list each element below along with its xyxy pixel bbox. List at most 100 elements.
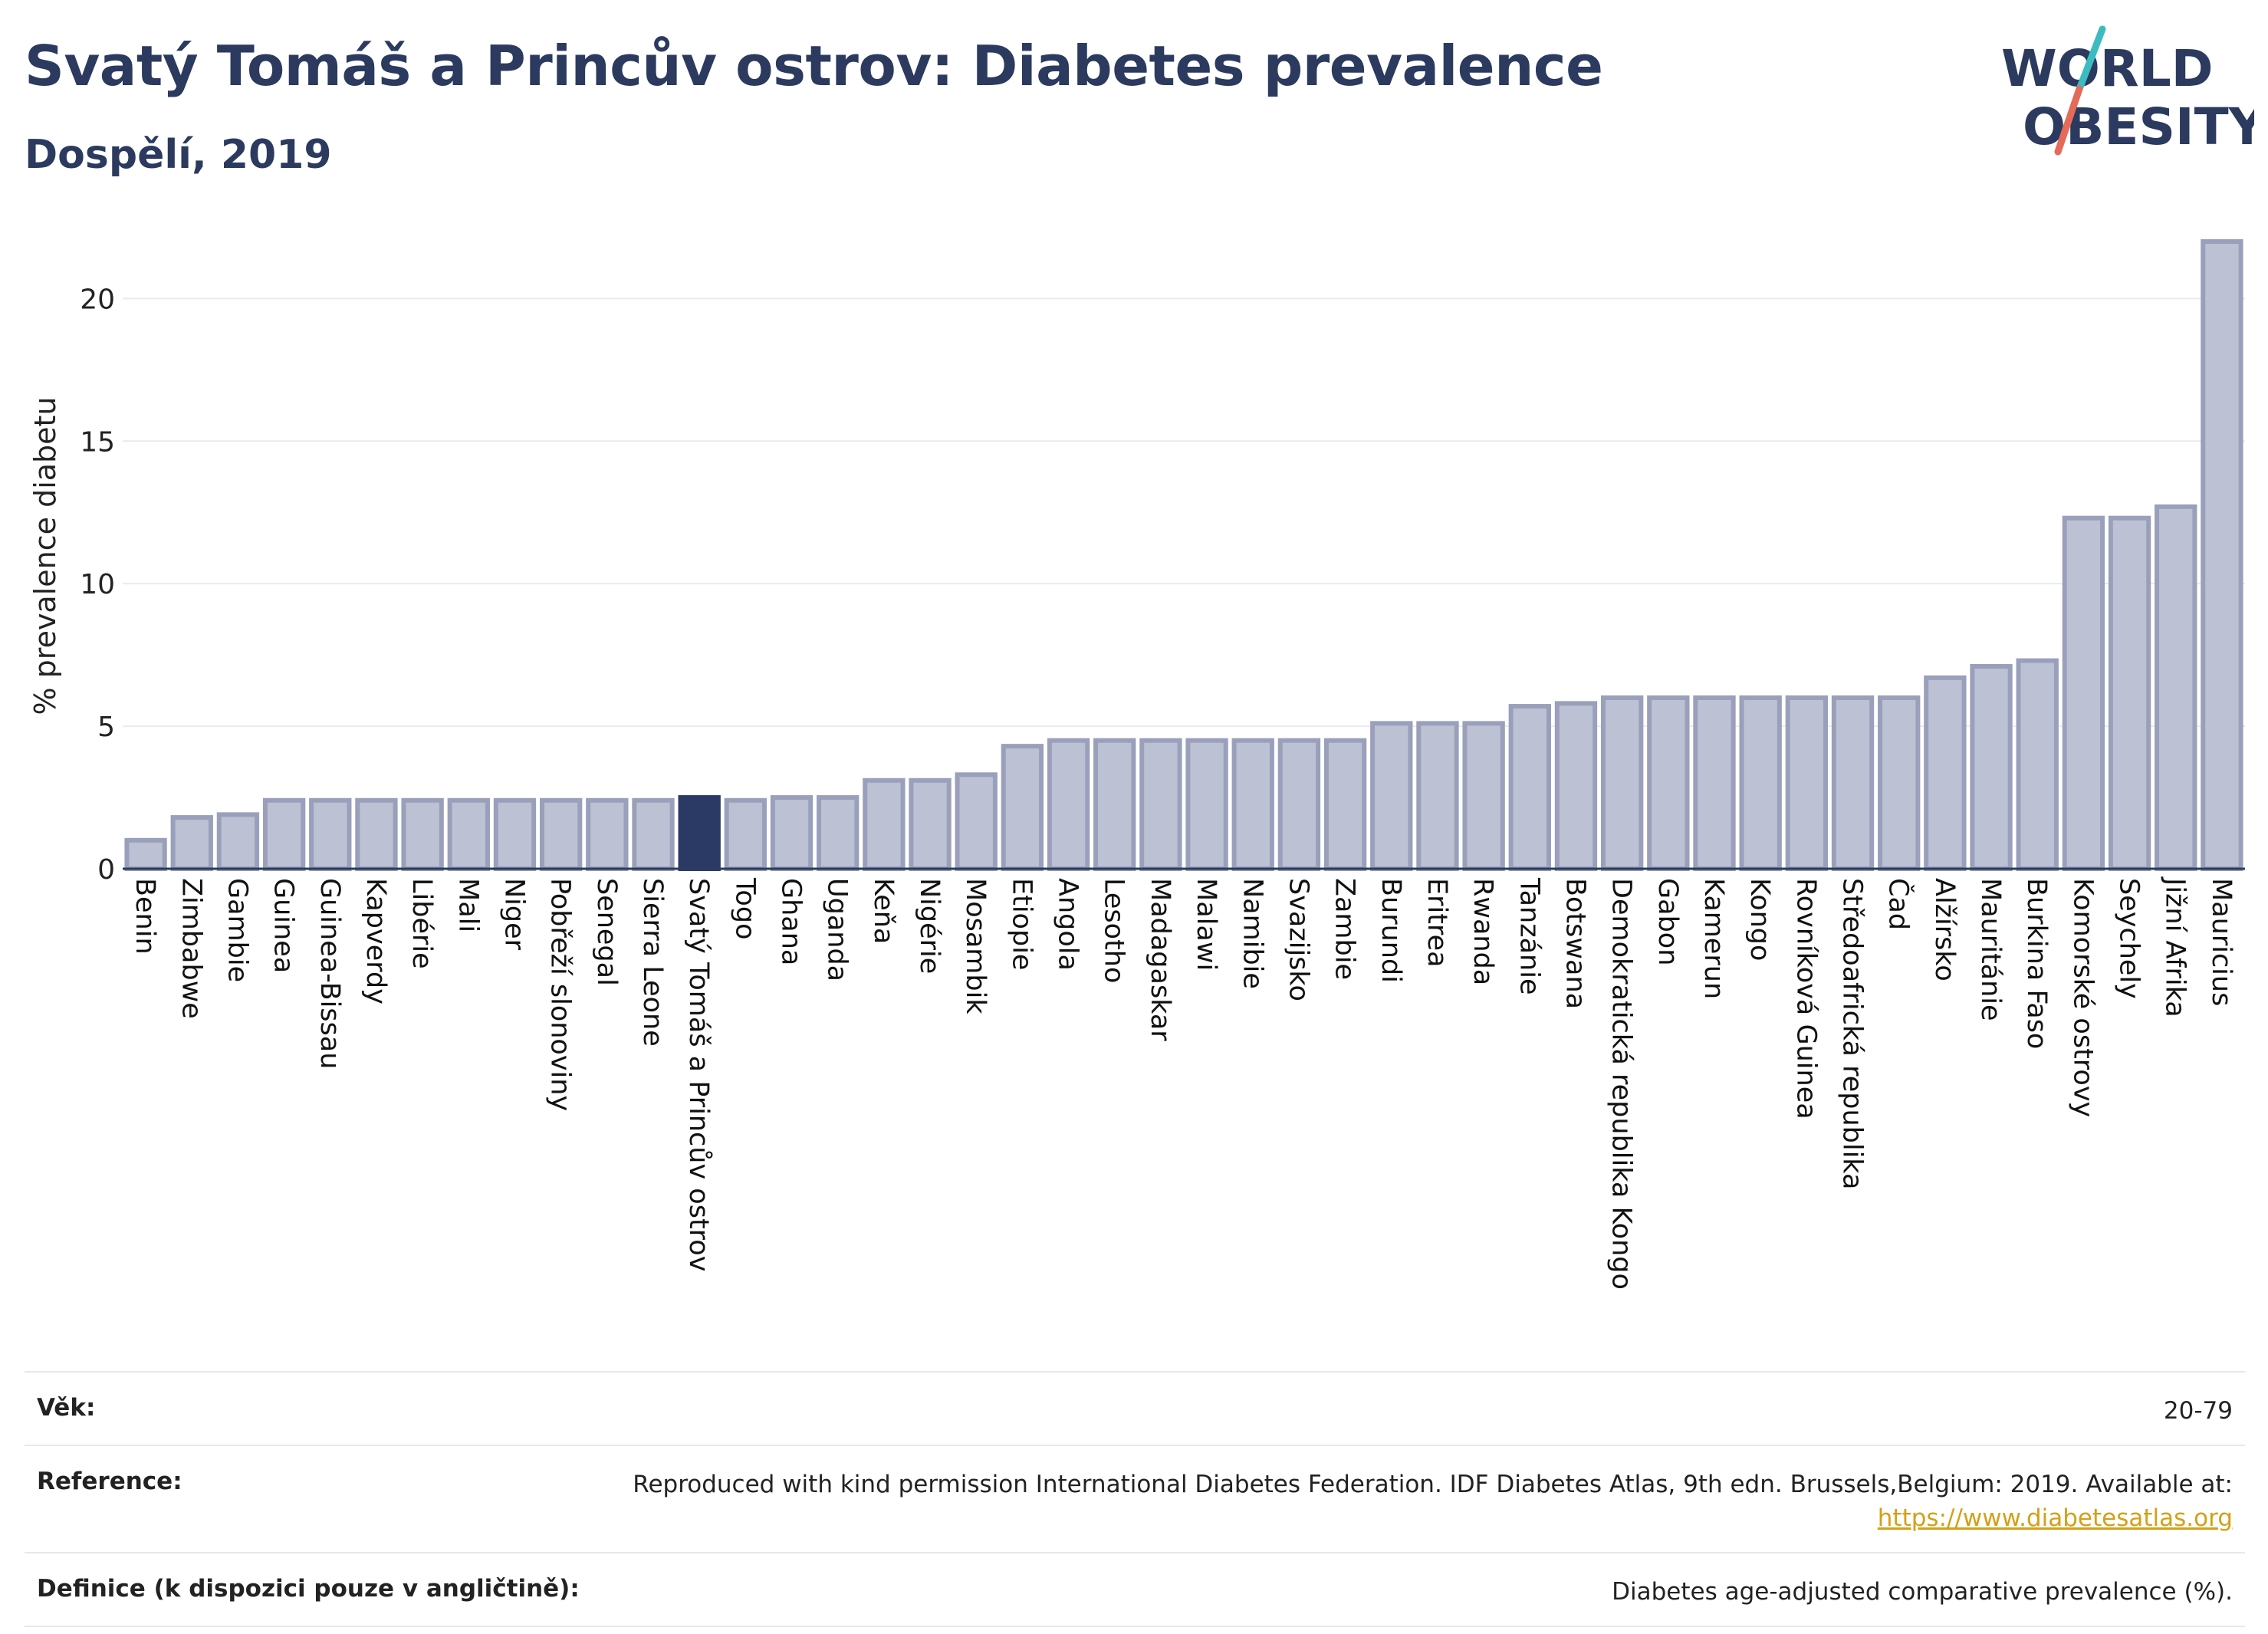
bar: [262, 797, 306, 872]
x-tick-label: Lesotho: [1099, 878, 1129, 983]
x-tick-label: Alžírsko: [1929, 878, 1960, 981]
bar: [863, 778, 906, 872]
world-obesity-logo: WORLD OBESITY: [2001, 25, 2254, 156]
x-tick-label: Gabon: [1652, 878, 1683, 965]
bar: [724, 797, 768, 872]
x-tick-label: Sierra Leone: [637, 878, 668, 1047]
x-tick-label: Pobřeží slonoviny: [545, 878, 576, 1111]
x-tick-label: Senegal: [591, 878, 622, 986]
x-tick-label: Eritrea: [1422, 878, 1452, 968]
x-tick-label: Čad: [1883, 878, 1915, 930]
x-tick-label: Kapverdy: [360, 878, 391, 1004]
x-tick-label: Komorské ostrovy: [2067, 878, 2098, 1117]
x-tick-label: Guinea-Bissau: [314, 878, 345, 1069]
bar: [1647, 695, 1690, 872]
bar: [309, 797, 352, 872]
x-tick-label: Středoafrická republika: [1837, 878, 1868, 1189]
x-tick-label: Rovníková Guinea: [1790, 878, 1821, 1119]
x-tick-label: Mauricius: [2206, 878, 2237, 1006]
bar: [493, 797, 537, 872]
bar: [1370, 721, 1413, 872]
grid-lines: [123, 298, 2245, 728]
bar: [586, 797, 629, 872]
x-tick-label: Botswana: [1560, 878, 1590, 1009]
bar: [1785, 695, 1829, 872]
bar: [216, 812, 260, 871]
bar: [1508, 704, 1551, 872]
reference-link[interactable]: https://www.diabetesatlas.org: [1877, 1504, 2233, 1532]
x-tick-label: Kamerun: [1698, 878, 1729, 999]
bar: [1277, 738, 1321, 871]
bar: [770, 795, 814, 871]
bar: [1047, 738, 1090, 871]
x-tick-label: Zimbabwe: [176, 878, 206, 1019]
page-title: Svatý Tomáš a Princův ostrov: Diabetes p…: [25, 34, 1603, 98]
x-tick-label: Etiopie: [1006, 878, 1037, 970]
x-tick-label: Nigérie: [914, 878, 945, 974]
bar: [955, 772, 998, 871]
bar: [1970, 664, 2013, 871]
x-tick-label: Togo: [729, 877, 760, 939]
definition-value: Diabetes age-adjusted comparative preval…: [1612, 1578, 2233, 1606]
logo-slash-teal: [2076, 25, 2106, 93]
x-tick-label: Uganda: [822, 878, 853, 981]
y-tick-label: 20: [80, 284, 115, 315]
x-tick-label: Guinea: [268, 878, 299, 973]
x-tick-label: Jižní Afrika: [2160, 876, 2191, 1018]
x-tick-label: Seychely: [2114, 878, 2145, 999]
bar: [817, 795, 860, 871]
logo-slash-coral: [2054, 85, 2083, 156]
x-tick-label: Svatý Tomáš a Princův ostrov: [683, 878, 714, 1271]
x-tick-label: Kongo: [1744, 878, 1775, 961]
reference-label: Reference:: [37, 1468, 182, 1495]
logo-line1: WORLD: [2001, 39, 2214, 98]
info-row-definition: Definice (k dispozici pouze v angličtině…: [25, 1552, 2245, 1627]
bar: [1600, 695, 1644, 872]
bar: [1831, 695, 1875, 872]
age-value: 20-79: [2163, 1397, 2233, 1425]
info-row-age: Věk: 20-79: [25, 1371, 2245, 1445]
page-subtitle: Dospělí, 2019: [25, 132, 332, 178]
bar: [447, 797, 490, 872]
bar: [1001, 744, 1044, 871]
bar: [124, 837, 167, 872]
x-tick-label: Burkina Faso: [2021, 878, 2052, 1049]
bar: [1093, 738, 1136, 871]
bar: [1739, 695, 1782, 872]
bar: [909, 778, 952, 872]
x-tick-label: Angola: [1053, 878, 1083, 971]
x-tick-label: Madagaskar: [1145, 878, 1175, 1041]
x-tick-label: Tanzánie: [1514, 877, 1544, 995]
bar: [2016, 658, 2059, 872]
bar: [401, 797, 444, 872]
x-tick-label: Niger: [498, 878, 529, 951]
x-tick-label: Mali: [452, 878, 483, 932]
x-tick-label: Demokratická republika Kongo: [1606, 878, 1637, 1290]
x-tick-label: Keňa: [868, 878, 899, 944]
info-row-reference: Reference: Reproduced with kind permissi…: [25, 1445, 2245, 1552]
y-axis-ticks: 0 5 10 15 20: [80, 284, 115, 886]
bar: [355, 797, 398, 872]
bar: [2201, 239, 2243, 871]
bar-chart: 0 5 10 15 20 Benin Zimbabwe Gambie Guinea Guinea…: [28, 239, 2245, 1290]
y-tick-label: 15: [80, 426, 115, 458]
bar: [1231, 738, 1274, 871]
y-tick-label: 0: [97, 854, 115, 886]
bar: [1878, 695, 1921, 872]
bar: [1693, 695, 1736, 872]
x-tick-label: Benin: [130, 878, 160, 955]
bar: [2108, 515, 2151, 871]
info-table: Věk: 20-79 Reference: Reproduced with ki…: [25, 1371, 2245, 1627]
bar: [1185, 738, 1228, 871]
reference-value: Reproduced with kind permission Internat…: [633, 1468, 2233, 1535]
bar: [2155, 504, 2197, 871]
y-tick-label: 10: [80, 569, 115, 600]
bar: [2062, 515, 2105, 871]
x-tick-label: Mosambik: [960, 878, 991, 1014]
x-tick-label: Rwanda: [1468, 878, 1498, 985]
x-tick-label: Libérie: [406, 878, 437, 969]
y-tick-label: 5: [97, 712, 115, 743]
bar: [1462, 721, 1505, 872]
x-tick-label: Gambie: [222, 878, 252, 982]
x-tick-label: Burundi: [1376, 878, 1406, 983]
